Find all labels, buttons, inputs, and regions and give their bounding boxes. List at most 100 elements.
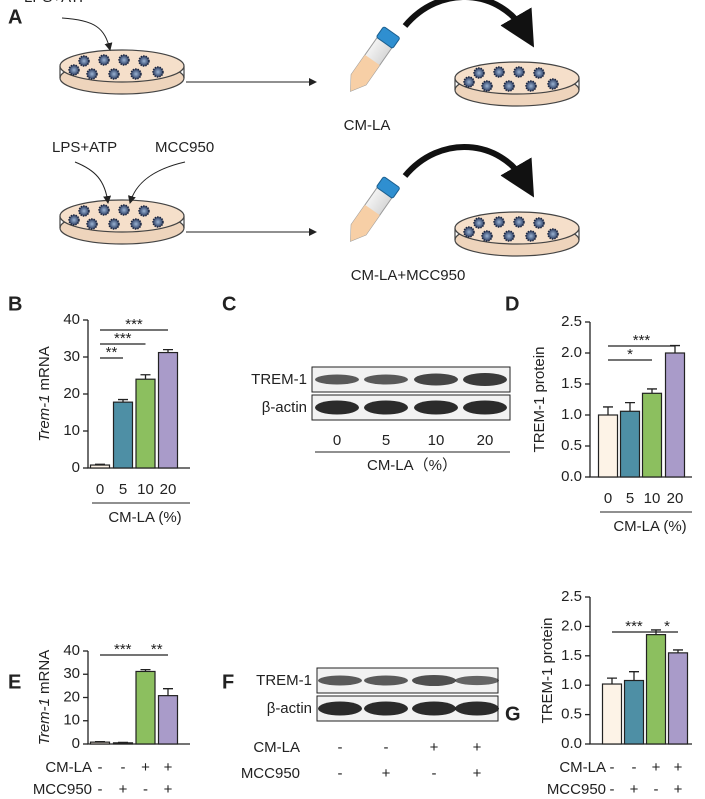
- cell: [513, 216, 525, 228]
- y-tick-label: 2.0: [561, 617, 582, 634]
- x-tick-label: 5: [626, 490, 634, 507]
- bar: [641, 392, 663, 478]
- factor-sign: +: [473, 739, 482, 756]
- bar: [112, 742, 134, 745]
- y-axis-label: TREM-1 protein: [531, 347, 548, 453]
- x-axis-label: CM-LA (%): [613, 518, 686, 535]
- factor-sign: +: [164, 781, 173, 798]
- culture-dish: [454, 61, 580, 107]
- significance-label: **: [106, 344, 118, 361]
- cell: [473, 217, 485, 229]
- cell: [86, 68, 98, 80]
- cell: [68, 214, 80, 226]
- factor-sign: -: [98, 759, 103, 776]
- panel-label: B: [8, 293, 22, 315]
- error-bar: [607, 677, 617, 685]
- factor-sign: +: [141, 759, 150, 776]
- cell: [493, 66, 505, 78]
- significance-label: ***: [633, 332, 651, 349]
- lane-label: 5: [382, 432, 390, 449]
- treatment-arrow: [61, 17, 113, 51]
- band: [412, 675, 456, 686]
- blot-row-label: TREM-1: [256, 672, 312, 689]
- bar: [135, 378, 156, 469]
- factor-sign: -: [121, 759, 126, 776]
- band: [414, 400, 458, 415]
- culture-dish: [454, 211, 580, 257]
- y-tick-label: 0.0: [561, 468, 582, 485]
- band: [364, 675, 408, 686]
- blot-row-label: β-actin: [267, 700, 312, 717]
- treatment-arrow: [128, 161, 186, 204]
- cell: [493, 216, 505, 228]
- error-bar: [647, 388, 657, 394]
- y-label-text: mRNA: [36, 650, 53, 694]
- panel-label: D: [505, 293, 519, 315]
- panel-label: C: [222, 293, 236, 315]
- cell: [152, 66, 164, 78]
- curved-arrow: [402, 144, 535, 198]
- error-bar: [603, 406, 613, 415]
- significance-label: ***: [625, 618, 643, 635]
- band: [412, 701, 456, 716]
- y-tick-label: 10: [63, 712, 80, 729]
- cell: [86, 218, 98, 230]
- band: [318, 675, 362, 686]
- cell: [513, 66, 525, 78]
- y-tick-label: 0.5: [561, 706, 582, 723]
- error-bar: [629, 671, 639, 681]
- y-label-italic: Trem-1: [36, 698, 53, 745]
- y-tick-label: 2.5: [561, 313, 582, 330]
- factor-sign: -: [632, 759, 637, 776]
- bar: [157, 351, 179, 469]
- lane-label: 10: [428, 432, 445, 449]
- band: [364, 374, 408, 385]
- y-tick-label: 1.5: [561, 375, 582, 392]
- factor-name: MCC950: [547, 781, 606, 798]
- tube: [350, 176, 400, 242]
- band: [364, 400, 408, 415]
- y-tick-label: 30: [63, 348, 80, 365]
- cell: [78, 205, 90, 217]
- panel-label: E: [8, 671, 21, 693]
- bar: [667, 652, 689, 745]
- y-tick-label: 1.5: [561, 647, 582, 664]
- bar: [645, 634, 667, 745]
- cell: [533, 217, 545, 229]
- factor-sign: +: [652, 759, 661, 776]
- bar: [664, 352, 686, 478]
- cell: [130, 68, 142, 80]
- bar: [89, 741, 111, 745]
- y-tick-label: 20: [63, 688, 80, 705]
- cell: [547, 78, 559, 90]
- band: [455, 701, 499, 716]
- y-tick-label: 2.0: [561, 344, 582, 361]
- lane-label: 0: [333, 432, 341, 449]
- significance-label: *: [627, 346, 633, 363]
- band: [463, 400, 507, 415]
- significance-label: ***: [114, 330, 132, 347]
- factor-name: CM-LA: [559, 759, 606, 776]
- cell: [525, 230, 537, 242]
- cell: [481, 80, 493, 92]
- factor-sign: +: [674, 759, 683, 776]
- culture-dish: [59, 49, 185, 95]
- band: [364, 701, 408, 716]
- cell: [533, 67, 545, 79]
- cell: [473, 67, 485, 79]
- cell: [68, 64, 80, 76]
- factor-sign: -: [610, 781, 615, 798]
- factor-sign: +: [674, 781, 683, 798]
- factor-sign: -: [143, 781, 148, 798]
- y-tick-label: 0: [72, 735, 80, 752]
- factor-sign: +: [382, 765, 391, 782]
- factor-sign: +: [473, 765, 482, 782]
- factor-sign: +: [630, 781, 639, 798]
- error-bar: [140, 374, 151, 380]
- tube-cap: [376, 176, 400, 199]
- cell: [108, 218, 120, 230]
- blot-x-label: CM-LA（%）: [367, 457, 457, 474]
- factor-sign: -: [610, 759, 615, 776]
- treatment-label: LPS+ATP: [52, 139, 117, 156]
